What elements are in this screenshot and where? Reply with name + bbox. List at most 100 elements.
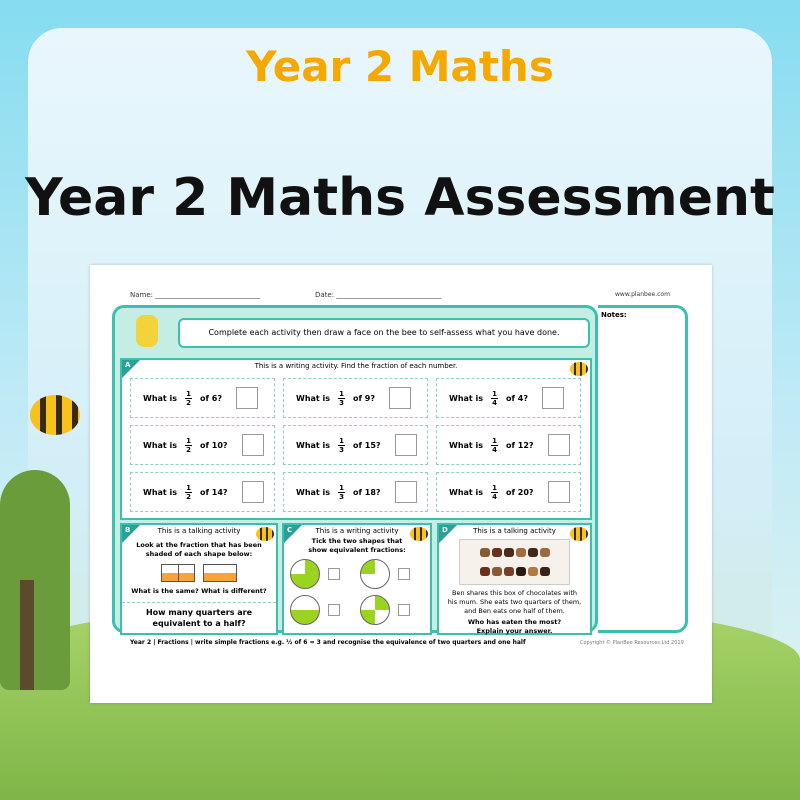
denominator: 4 xyxy=(492,492,497,501)
question-2: How many quarters are equivalent to a ha… xyxy=(122,602,276,629)
denominator: 4 xyxy=(492,398,497,407)
numerator: 1 xyxy=(492,389,497,398)
banner-subtitle: Year 2 Maths xyxy=(246,42,554,91)
fraction-question: What is 1 4 of 4? xyxy=(436,378,581,418)
numerator: 1 xyxy=(492,483,497,492)
section-heading: This is a talking activity xyxy=(473,527,556,535)
numerator: 1 xyxy=(339,389,344,398)
name-field: Name: ______________________________ xyxy=(130,291,261,299)
denominator: 2 xyxy=(186,398,191,407)
numerator: 1 xyxy=(186,389,191,398)
fraction-question: What is 1 2 of 6? xyxy=(130,378,275,418)
bee-icon xyxy=(256,527,274,541)
tick-box[interactable] xyxy=(328,604,340,616)
fraction-question: What is 1 2 of 10? xyxy=(130,425,275,465)
answer-box[interactable] xyxy=(394,481,417,503)
answer-box[interactable] xyxy=(547,434,570,456)
question-suffix: of 9? xyxy=(353,393,375,403)
denominator: 2 xyxy=(186,492,191,501)
story: Ben shares this box of chocolates with h… xyxy=(447,589,582,615)
fraction-question: What is 1 3 of 18? xyxy=(283,472,428,512)
question: What is the same? What is different? xyxy=(131,587,267,595)
section-d: D This is a talking activity Ben shares … xyxy=(437,523,592,635)
question-suffix: of 6? xyxy=(200,393,222,403)
question: Who has eaten the most? Explain your ans… xyxy=(467,618,562,635)
footer-text: Year 2 | Fractions | write simple fracti… xyxy=(130,639,526,646)
question-suffix: of 15? xyxy=(353,440,381,450)
prompt: Look at the fraction that has been shade… xyxy=(136,541,262,558)
fraction-question: What is 1 3 of 9? xyxy=(283,378,428,418)
bee-illustration xyxy=(30,395,80,435)
section-letter: C xyxy=(287,526,293,534)
circle-two-quarters xyxy=(360,595,390,625)
circle-three-quarters xyxy=(290,559,320,589)
tree-illustration xyxy=(0,470,70,690)
section-letter: B xyxy=(125,526,131,534)
section-c: C This is a writing activity Tick the tw… xyxy=(282,523,432,635)
bee-icon xyxy=(410,527,428,541)
section-letter: A xyxy=(125,361,131,369)
answer-box[interactable] xyxy=(394,434,417,456)
section-heading: This is a writing activity. Find the fra… xyxy=(254,362,458,370)
notes-label: Notes: xyxy=(601,311,627,319)
chocolate-box-image xyxy=(459,539,570,585)
fraction-question: What is 1 3 of 15? xyxy=(283,425,428,465)
fraction-question: What is 1 2 of 14? xyxy=(130,472,275,512)
question-suffix: of 18? xyxy=(353,487,381,497)
answer-box[interactable] xyxy=(241,434,264,456)
numerator: 1 xyxy=(339,436,344,445)
worksheet-preview: Name: ______________________________ Dat… xyxy=(90,265,712,703)
question-prefix: What is xyxy=(296,393,331,403)
question-prefix: What is xyxy=(143,393,178,403)
bee-icon xyxy=(570,362,588,376)
shaded-rectangles xyxy=(122,564,276,582)
fraction-question: What is 1 4 of 12? xyxy=(436,425,581,465)
question-prefix: What is xyxy=(143,440,178,450)
question-prefix: What is xyxy=(449,393,484,403)
question-suffix: of 14? xyxy=(200,487,228,497)
denominator: 3 xyxy=(339,492,344,501)
question-prefix: What is xyxy=(449,487,484,497)
answer-box[interactable] xyxy=(389,387,411,409)
tick-box[interactable] xyxy=(328,568,340,580)
answer-box[interactable] xyxy=(547,481,570,503)
tick-box[interactable] xyxy=(398,568,410,580)
denominator: 3 xyxy=(339,445,344,454)
question-prefix: What is xyxy=(296,487,331,497)
question-prefix: What is xyxy=(296,440,331,450)
question-suffix: of 12? xyxy=(506,440,534,450)
denominator: 3 xyxy=(339,398,344,407)
circle-options xyxy=(284,557,430,627)
circle-half xyxy=(290,595,320,625)
circle-one-quarter xyxy=(360,559,390,589)
denominator: 2 xyxy=(186,445,191,454)
bee-icon xyxy=(570,527,588,541)
notes-box: Notes: xyxy=(598,305,688,633)
prompt: Tick the two shapes that show equivalent… xyxy=(308,537,406,554)
banner-title: Year 2 Maths Assessment xyxy=(25,168,775,228)
answer-box[interactable] xyxy=(236,387,258,409)
numerator: 1 xyxy=(339,483,344,492)
numerator: 1 xyxy=(186,436,191,445)
question-prefix: What is xyxy=(449,440,484,450)
question-suffix: of 10? xyxy=(200,440,228,450)
copyright: Copyright © PlanBee Resources Ltd 2019 xyxy=(580,640,684,646)
section-heading: This is a talking activity xyxy=(157,527,241,535)
answer-box[interactable] xyxy=(542,387,564,409)
answer-box[interactable] xyxy=(241,481,264,503)
website: www.planbee.com xyxy=(615,291,670,298)
tree-trunk xyxy=(20,580,34,690)
numerator: 1 xyxy=(186,483,191,492)
question-suffix: of 20? xyxy=(506,487,534,497)
section-a: A This is a writing activity. Find the f… xyxy=(120,358,592,520)
tick-box[interactable] xyxy=(398,604,410,616)
